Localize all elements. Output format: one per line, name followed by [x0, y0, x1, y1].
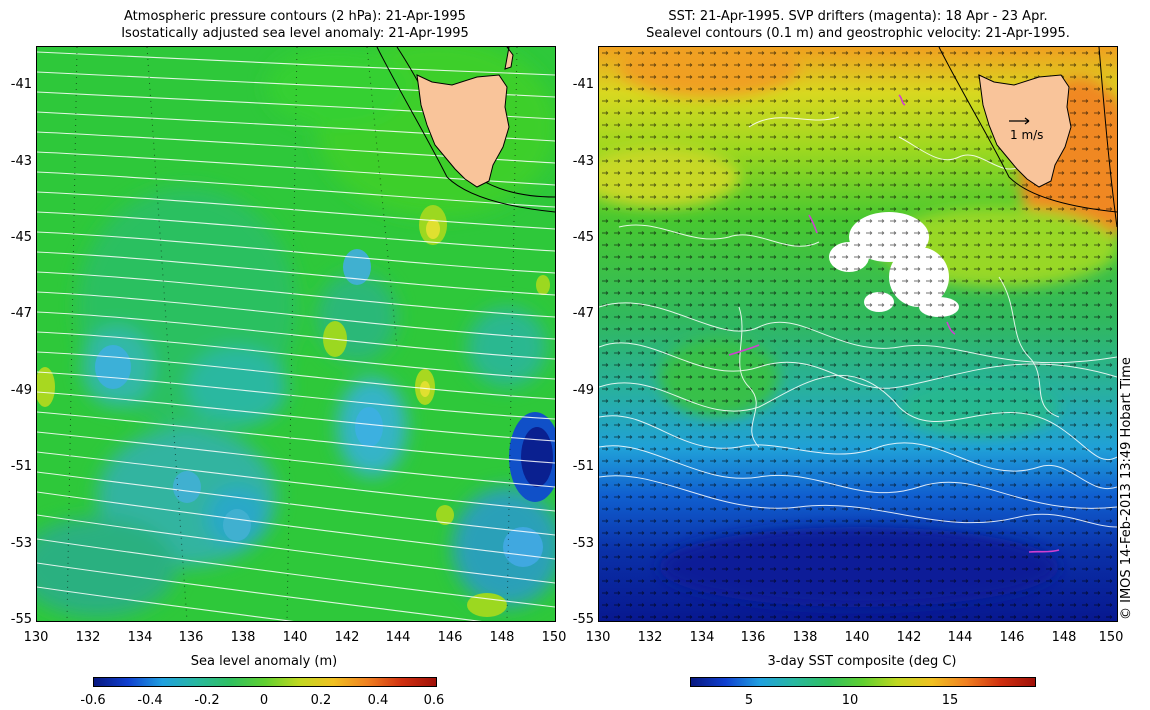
x-tick-label: 138 [792, 630, 818, 645]
y-tick-label: -51 [572, 459, 594, 474]
x-tick-label: 130 [585, 630, 611, 645]
right-map-title-line1: SST: 21-Apr-1995. SVP drifters (magenta)… [668, 9, 1048, 24]
sst-colorbar-title: 3-day SST composite (deg C) [767, 654, 957, 669]
y-tick-label: -41 [10, 77, 32, 92]
sla-colorbar-title: Sea level anomaly (m) [190, 654, 338, 669]
x-tick-label: 134 [127, 630, 153, 645]
colorbar-tick-label: -0.4 [137, 693, 163, 708]
x-tick-label: 150 [1098, 630, 1124, 645]
colorbar-tick-label: 0.2 [310, 693, 332, 708]
sst-colorbar [690, 677, 1036, 687]
x-tick-label: 130 [23, 630, 49, 645]
velocity-scale-label: 1 m/s [1010, 128, 1043, 142]
sea-level-anomaly-map [36, 46, 556, 622]
y-tick-label: -47 [10, 306, 32, 321]
y-tick-label: -49 [572, 383, 594, 398]
colorbar-tick-label: 0 [259, 693, 269, 708]
x-tick-label: 150 [541, 630, 567, 645]
x-tick-label: 148 [489, 630, 515, 645]
left-map-title-line1: Atmospheric pressure contours (2 hPa): 2… [124, 9, 466, 24]
x-tick-label: 136 [178, 630, 204, 645]
y-tick-label: -51 [10, 459, 32, 474]
y-tick-label: -53 [10, 536, 32, 551]
x-tick-label: 146 [999, 630, 1025, 645]
y-tick-label: -45 [572, 230, 594, 245]
x-tick-label: 144 [947, 630, 973, 645]
right-map-title-line2: Sealevel contours (0.1 m) and geostrophi… [646, 26, 1070, 41]
x-tick-label: 140 [282, 630, 308, 645]
x-tick-label: 132 [637, 630, 663, 645]
svp-drifter-tracks [728, 94, 1060, 553]
x-tick-label: 142 [896, 630, 922, 645]
y-tick-label: -55 [572, 612, 594, 627]
y-tick-label: -43 [10, 154, 32, 169]
y-tick-label: -47 [572, 306, 594, 321]
colorbar-tick-label: 10 [841, 693, 859, 708]
colorbar-tick-label: 0.4 [367, 693, 389, 708]
x-tick-label: 148 [1051, 630, 1077, 645]
y-tick-label: -53 [572, 536, 594, 551]
x-tick-label: 140 [844, 630, 870, 645]
x-tick-label: 132 [75, 630, 101, 645]
tasmania-landmass [978, 74, 1072, 188]
velocity-scale-arrow [1009, 117, 1030, 125]
pressure-contours [37, 51, 555, 621]
y-tick-label: -49 [10, 383, 32, 398]
colorbar-tick-label: -0.6 [80, 693, 106, 708]
colorbar-tick-label: 5 [744, 693, 754, 708]
x-tick-label: 144 [385, 630, 411, 645]
x-tick-label: 142 [334, 630, 360, 645]
y-tick-label: -41 [572, 77, 594, 92]
colorbar-tick-label: 15 [941, 693, 959, 708]
sea-level-contours [599, 116, 1117, 528]
x-tick-label: 146 [437, 630, 463, 645]
x-tick-label: 134 [689, 630, 715, 645]
sla-colorbar [93, 677, 437, 687]
imos-credit: © IMOS 14-Feb-2013 13:49 Hobart Time [1119, 357, 1134, 620]
tasmania-landmass [416, 74, 510, 188]
colorbar-tick-label: -0.2 [194, 693, 220, 708]
y-tick-label: -55 [10, 612, 32, 627]
y-tick-label: -45 [10, 230, 32, 245]
colorbar-tick-label: 0.6 [423, 693, 445, 708]
x-tick-label: 136 [740, 630, 766, 645]
left-map-title-line2: Isostatically adjusted sea level anomaly… [121, 26, 469, 41]
sst-map: 1 m/s [598, 46, 1118, 622]
y-tick-label: -43 [572, 154, 594, 169]
x-tick-label: 138 [230, 630, 256, 645]
